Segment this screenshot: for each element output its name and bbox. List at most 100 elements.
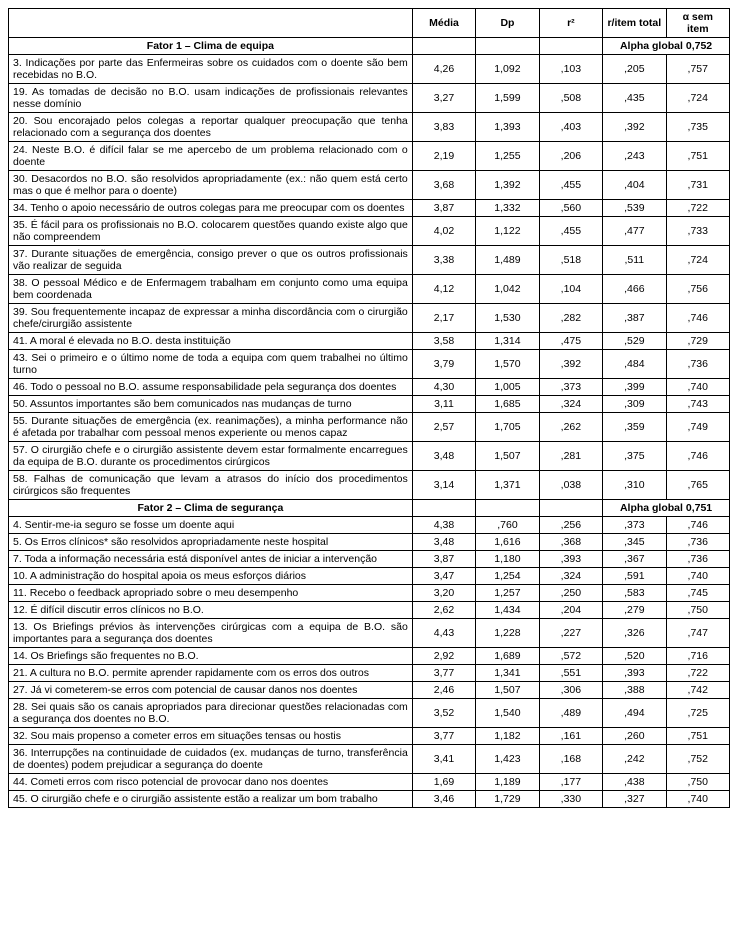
value-cell: 1,182 [476,728,539,745]
value-cell: ,435 [603,84,666,113]
value-cell: 4,43 [412,619,475,648]
value-cell: 2,19 [412,142,475,171]
value-cell: ,260 [603,728,666,745]
value-cell: ,282 [539,304,602,333]
value-cell: 2,17 [412,304,475,333]
blank-cell [476,500,539,517]
value-cell: 3,46 [412,791,475,808]
value-cell: ,729 [666,333,729,350]
table-row: 55. Durante situações de emergência (ex.… [9,413,730,442]
value-cell: ,475 [539,333,602,350]
value-cell: 1,189 [476,774,539,791]
value-cell: ,494 [603,699,666,728]
value-cell: 1,616 [476,534,539,551]
value-cell: ,489 [539,699,602,728]
value-cell: 3,41 [412,745,475,774]
value-cell: 3,87 [412,551,475,568]
table-row: 37. Durante situações de emergência, con… [9,246,730,275]
table-row: 14. Os Briefings são frequentes no B.O.2… [9,648,730,665]
value-cell: 1,689 [476,648,539,665]
blank-cell [412,500,475,517]
table-row: 58. Falhas de comunicação que levam a at… [9,471,730,500]
value-cell: ,345 [603,534,666,551]
value-cell: ,747 [666,619,729,648]
header-row: Média Dp r² r/item total α sem item [9,9,730,38]
item-text: 21. A cultura no B.O. permite aprender r… [9,665,413,682]
value-cell: ,736 [666,350,729,379]
item-text: 39. Sou frequentemente incapaz de expres… [9,304,413,333]
value-cell: 3,83 [412,113,475,142]
value-cell: 1,393 [476,113,539,142]
value-cell: 3,47 [412,568,475,585]
value-cell: 2,92 [412,648,475,665]
item-text: 57. O cirurgião chefe e o cirurgião assi… [9,442,413,471]
value-cell: ,388 [603,682,666,699]
value-cell: ,560 [539,200,602,217]
value-cell: ,243 [603,142,666,171]
value-cell: ,735 [666,113,729,142]
factor-title: Fator 1 – Clima de equipa [9,38,413,55]
item-text: 44. Cometi erros com risco potencial de … [9,774,413,791]
value-cell: 1,705 [476,413,539,442]
value-cell: ,765 [666,471,729,500]
value-cell: ,455 [539,217,602,246]
table-row: 11. Recebo o feedback apropriado sobre o… [9,585,730,602]
table-row: 50. Assuntos importantes são bem comunic… [9,396,730,413]
value-cell: 1,489 [476,246,539,275]
value-cell: 1,530 [476,304,539,333]
value-cell: ,520 [603,648,666,665]
value-cell: ,455 [539,171,602,200]
value-cell: ,740 [666,791,729,808]
value-cell: 2,57 [412,413,475,442]
table-row: 7. Toda a informação necessária está dis… [9,551,730,568]
value-cell: 4,30 [412,379,475,396]
value-cell: ,760 [476,517,539,534]
value-cell: 1,570 [476,350,539,379]
value-cell: ,306 [539,682,602,699]
item-text: 55. Durante situações de emergência (ex.… [9,413,413,442]
table-row: 10. A administração do hospital apoia os… [9,568,730,585]
value-cell: ,373 [539,379,602,396]
value-cell: ,745 [666,585,729,602]
value-cell: 1,228 [476,619,539,648]
table-row: 36. Interrupções na continuidade de cuid… [9,745,730,774]
table-row: 45. O cirurgião chefe e o cirurgião assi… [9,791,730,808]
value-cell: ,250 [539,585,602,602]
blank-cell [539,500,602,517]
col-dp-header: Dp [476,9,539,38]
value-cell: ,204 [539,602,602,619]
table-row: 44. Cometi erros com risco potencial de … [9,774,730,791]
item-text: 58. Falhas de comunicação que levam a at… [9,471,413,500]
value-cell: ,736 [666,534,729,551]
value-cell: ,038 [539,471,602,500]
item-text: 12. É difícil discutir erros clínicos no… [9,602,413,619]
value-cell: ,743 [666,396,729,413]
value-cell: 1,122 [476,217,539,246]
value-cell: ,742 [666,682,729,699]
table-row: 32. Sou mais propenso a cometer erros em… [9,728,730,745]
value-cell: 3,11 [412,396,475,413]
table-row: 30. Desacordos no B.O. são resolvidos ap… [9,171,730,200]
value-cell: ,404 [603,171,666,200]
value-cell: ,309 [603,396,666,413]
value-cell: 1,332 [476,200,539,217]
item-text: 11. Recebo o feedback apropriado sobre o… [9,585,413,602]
item-text: 24. Neste B.O. é difícil falar se me ape… [9,142,413,171]
value-cell: ,722 [666,200,729,217]
value-cell: ,746 [666,517,729,534]
value-cell: ,716 [666,648,729,665]
value-cell: 1,69 [412,774,475,791]
value-cell: ,752 [666,745,729,774]
value-cell: ,103 [539,55,602,84]
value-cell: 1,599 [476,84,539,113]
value-cell: ,324 [539,396,602,413]
value-cell: 1,423 [476,745,539,774]
item-text: 13. Os Briefings prévios às intervenções… [9,619,413,648]
value-cell: 1,180 [476,551,539,568]
blank-cell [476,38,539,55]
value-cell: ,367 [603,551,666,568]
value-cell: ,206 [539,142,602,171]
item-text: 43. Sei o primeiro e o último nome de to… [9,350,413,379]
value-cell: ,750 [666,602,729,619]
value-cell: 2,62 [412,602,475,619]
